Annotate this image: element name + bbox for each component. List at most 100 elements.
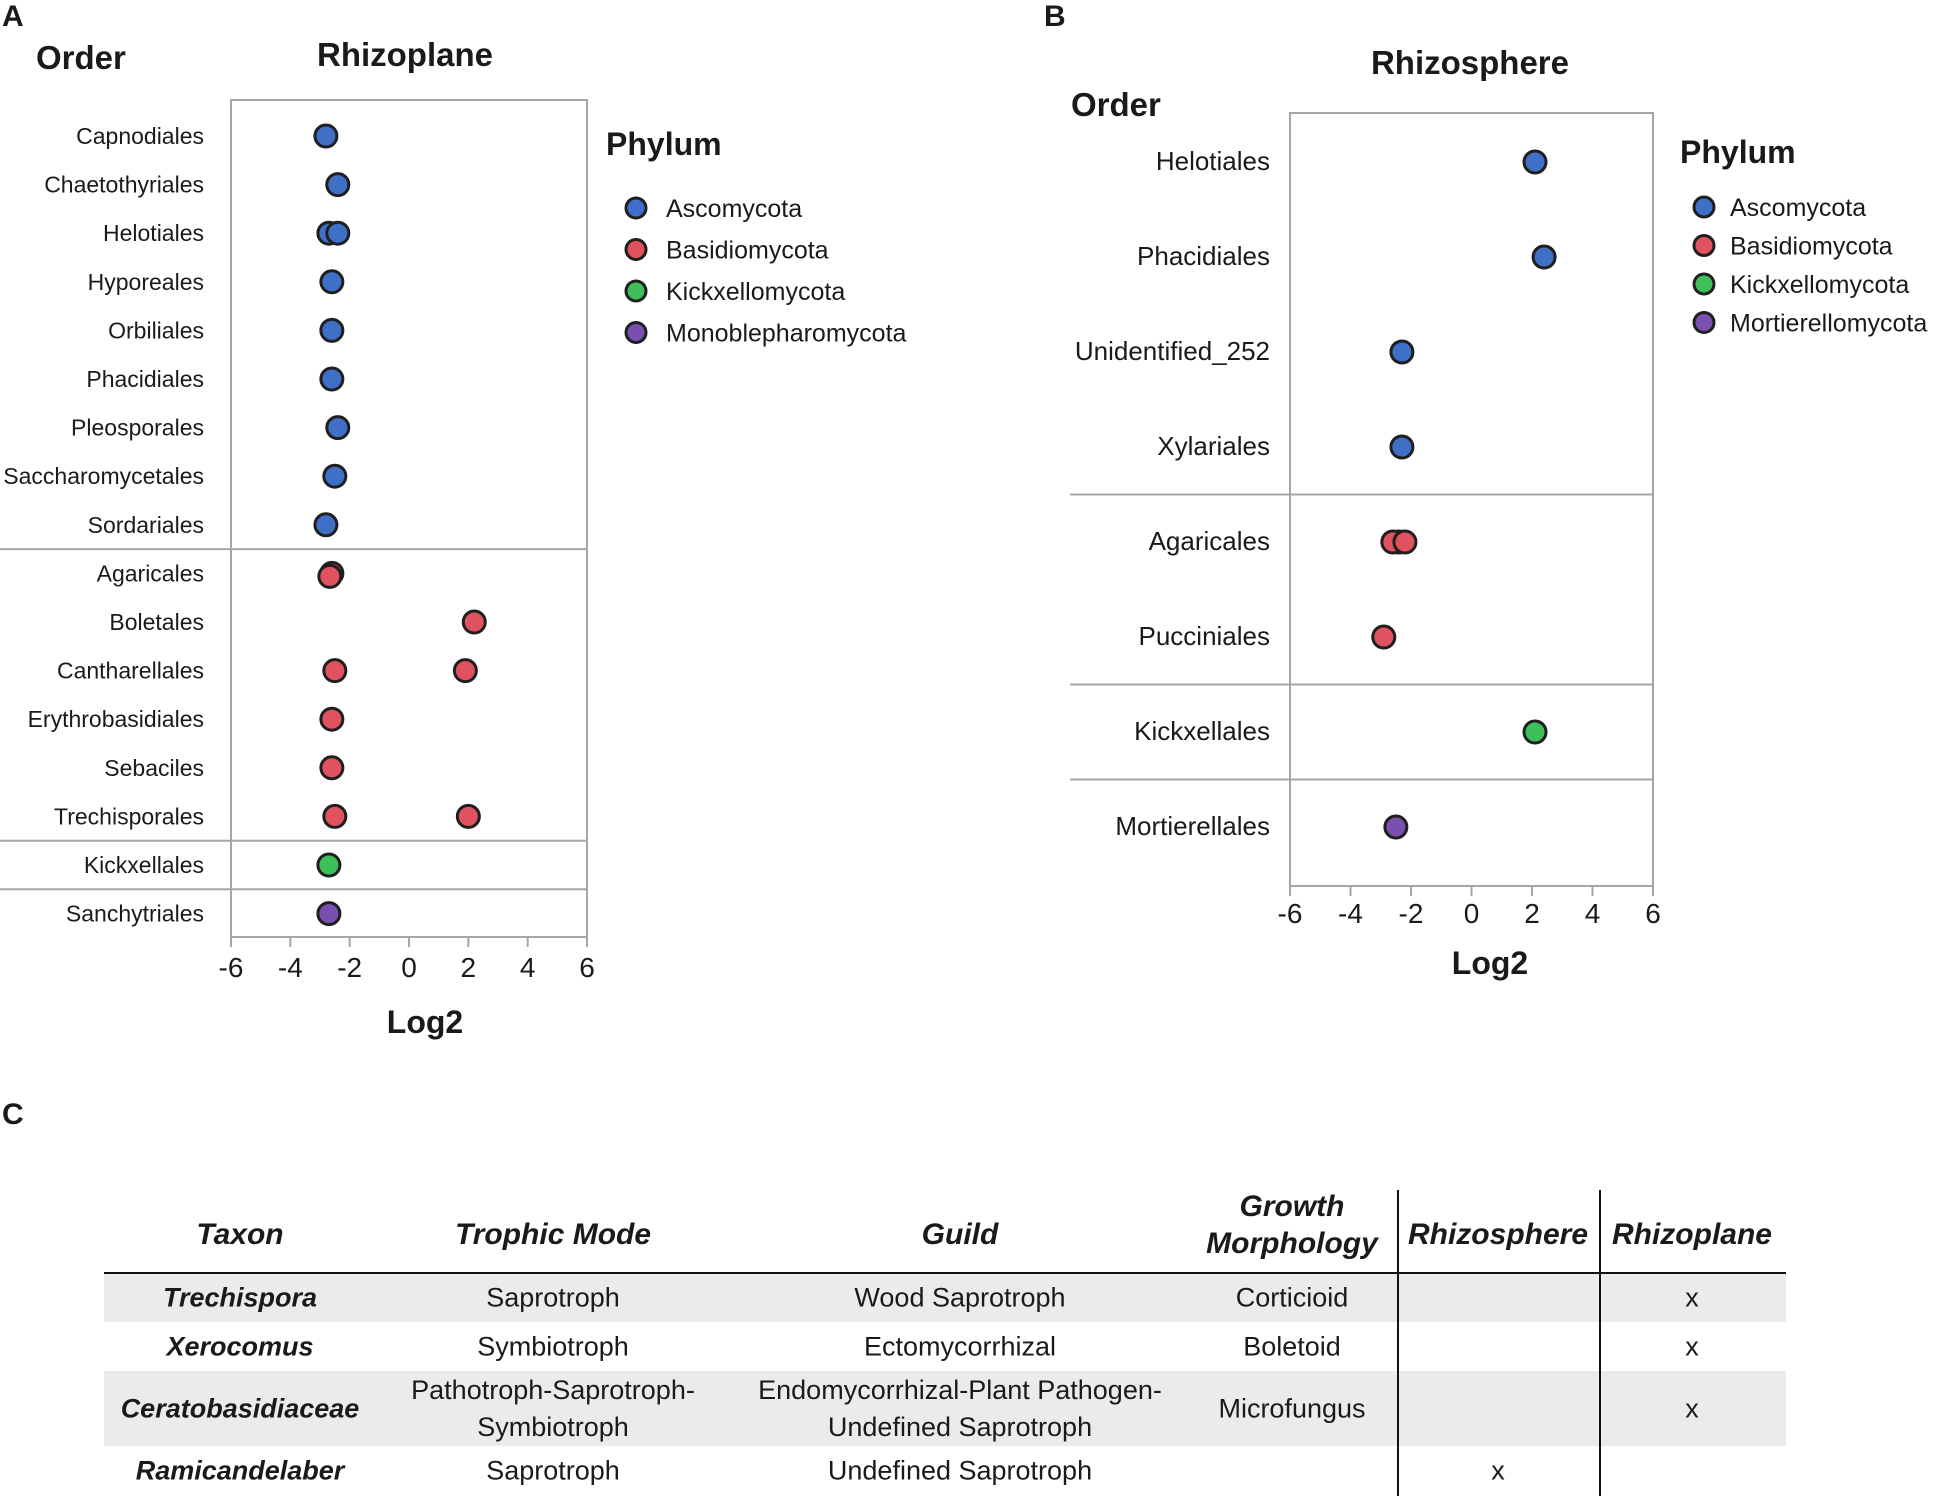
order-label: Mortierellales [1115,811,1270,841]
table-cell: Xerocomus [164,1332,313,1362]
order-label: Saccharomycetales [3,463,204,489]
data-point [316,852,342,878]
legend-label: Mortierellomycota [1730,310,1927,338]
data-point [322,463,348,489]
legend-label: Kickxellomycota [1730,271,1909,299]
order-label: Pleosporales [71,415,204,441]
legend-label: Basidiomycota [1730,233,1893,261]
table-cell: Wood Saprotroph [854,1283,1065,1313]
table-cell: Undefined Saprotroph [828,1456,1092,1486]
panel-b: B Rhizosphere Order Helotiales Phacidiales Un… [1044,0,1927,981]
header-line: Morphology [1206,1227,1379,1260]
table-cell: Endomycorrhizal-Plant Pathogen- Undefined… [758,1375,1162,1442]
x-tick-label: 0 [401,952,417,983]
cell-line: Ceratobasidiaceae [121,1394,360,1424]
column-header: Trophic Mode [455,1218,651,1251]
cell-line: Symbiotroph [477,1412,629,1442]
data-point [1371,624,1397,650]
legend-label: Kickxellomycota [666,278,845,306]
cell-line: Xerocomus [164,1332,313,1362]
table-cell: Symbiotroph [477,1332,629,1362]
legend-marker [1692,272,1716,296]
data-point [1389,339,1415,365]
cell-line: Microfungus [1218,1394,1365,1424]
legend-marker [1692,195,1716,219]
panel-letter: B [1044,0,1066,33]
cell-line: x [1685,1332,1699,1362]
cell-line: Wood Saprotroph [854,1283,1065,1313]
order-label: Trechisporales [54,803,204,829]
header-line: Growth [1240,1190,1345,1223]
data-point [1522,149,1548,175]
cell-line: Ectomycorrhizal [864,1332,1056,1362]
table-cell: Ectomycorrhizal [864,1332,1056,1362]
data-point [322,658,348,684]
legend-title: Phylum [1680,134,1796,170]
x-axis-label: Log2 [387,1004,463,1040]
cell-line: Undefined Saprotroph [828,1456,1092,1486]
order-label: Xylariales [1157,431,1270,461]
table-cell: x [1685,1332,1699,1362]
cell-line: Corticioid [1236,1283,1349,1313]
order-label: Sordariales [88,512,204,538]
order-label: Sanchytriales [66,901,204,927]
data-point [455,803,481,829]
table-cell: x [1685,1283,1699,1313]
order-label: Agaricales [97,560,204,586]
order-label: Pucciniales [1138,621,1270,651]
column-header: Rhizoplane [1612,1218,1772,1251]
x-tick-label: 2 [1524,898,1540,929]
data-point [452,658,478,684]
table-cell: Ramicandelaber [136,1456,346,1486]
x-tick-label: -4 [278,952,303,983]
data-point [322,803,348,829]
table-cell: Boletoid [1243,1332,1341,1362]
order-label: Chaetothyriales [44,172,204,198]
panel-c-table: C Taxon Trophic Mode Guild Growth Morphology R… [2,1098,1786,1496]
data-point [461,609,487,635]
legend-label: Monoblepharomycota [666,320,907,348]
legend-label: Ascomycota [1730,194,1866,222]
data-point [319,366,345,392]
table-cell: Saprotroph [486,1456,620,1486]
order-label: Erythrobasidiales [28,706,204,732]
data-point [319,755,345,781]
data-point [317,563,343,589]
cell-line: Trechispora [163,1283,317,1313]
table-cell: Microfungus [1218,1394,1365,1424]
legend-label: Ascomycota [666,195,802,223]
data-point [319,706,345,732]
order-label: Phacidiales [86,366,204,392]
order-label: Cantharellales [57,658,204,684]
cell-line: Endomycorrhizal-Plant Pathogen- [758,1375,1162,1405]
order-label: Orbiliales [108,317,204,343]
order-label: Capnodiales [76,123,204,149]
cell-line: Pathotroph-Saprotroph- [411,1375,695,1405]
plot-frame [230,99,588,938]
panel-letter: C [2,1098,24,1131]
panel-letter: A [2,0,24,33]
column-header: Taxon [196,1218,283,1251]
cell-line: x [1685,1283,1699,1313]
cell-line: Saprotroph [486,1283,620,1313]
legend-marker [624,279,648,303]
table-row-shade [104,1371,1786,1446]
data-point [1531,244,1557,270]
cell-line: Boletoid [1243,1332,1341,1362]
table-cell: Corticioid [1236,1283,1349,1313]
legend-marker [624,238,648,261]
order-label: Unidentified_252 [1075,336,1270,366]
data-point [325,415,351,441]
order-label: Kickxellales [1134,716,1270,746]
cell-line: Saprotroph [486,1456,620,1486]
cell-line: Symbiotroph [477,1332,629,1362]
table-row-shade [104,1273,1786,1322]
table-cell: Trechispora [163,1283,317,1313]
x-axis-label: Log2 [1452,945,1528,981]
order-header: Order [36,39,126,76]
table-cell: Pathotroph-Saprotroph- Symbiotroph [411,1375,695,1442]
x-tick-label: 6 [579,952,595,983]
legend-marker [1692,234,1716,257]
table-cell: Ceratobasidiaceae [121,1394,360,1424]
order-label: Kickxellales [84,852,204,878]
